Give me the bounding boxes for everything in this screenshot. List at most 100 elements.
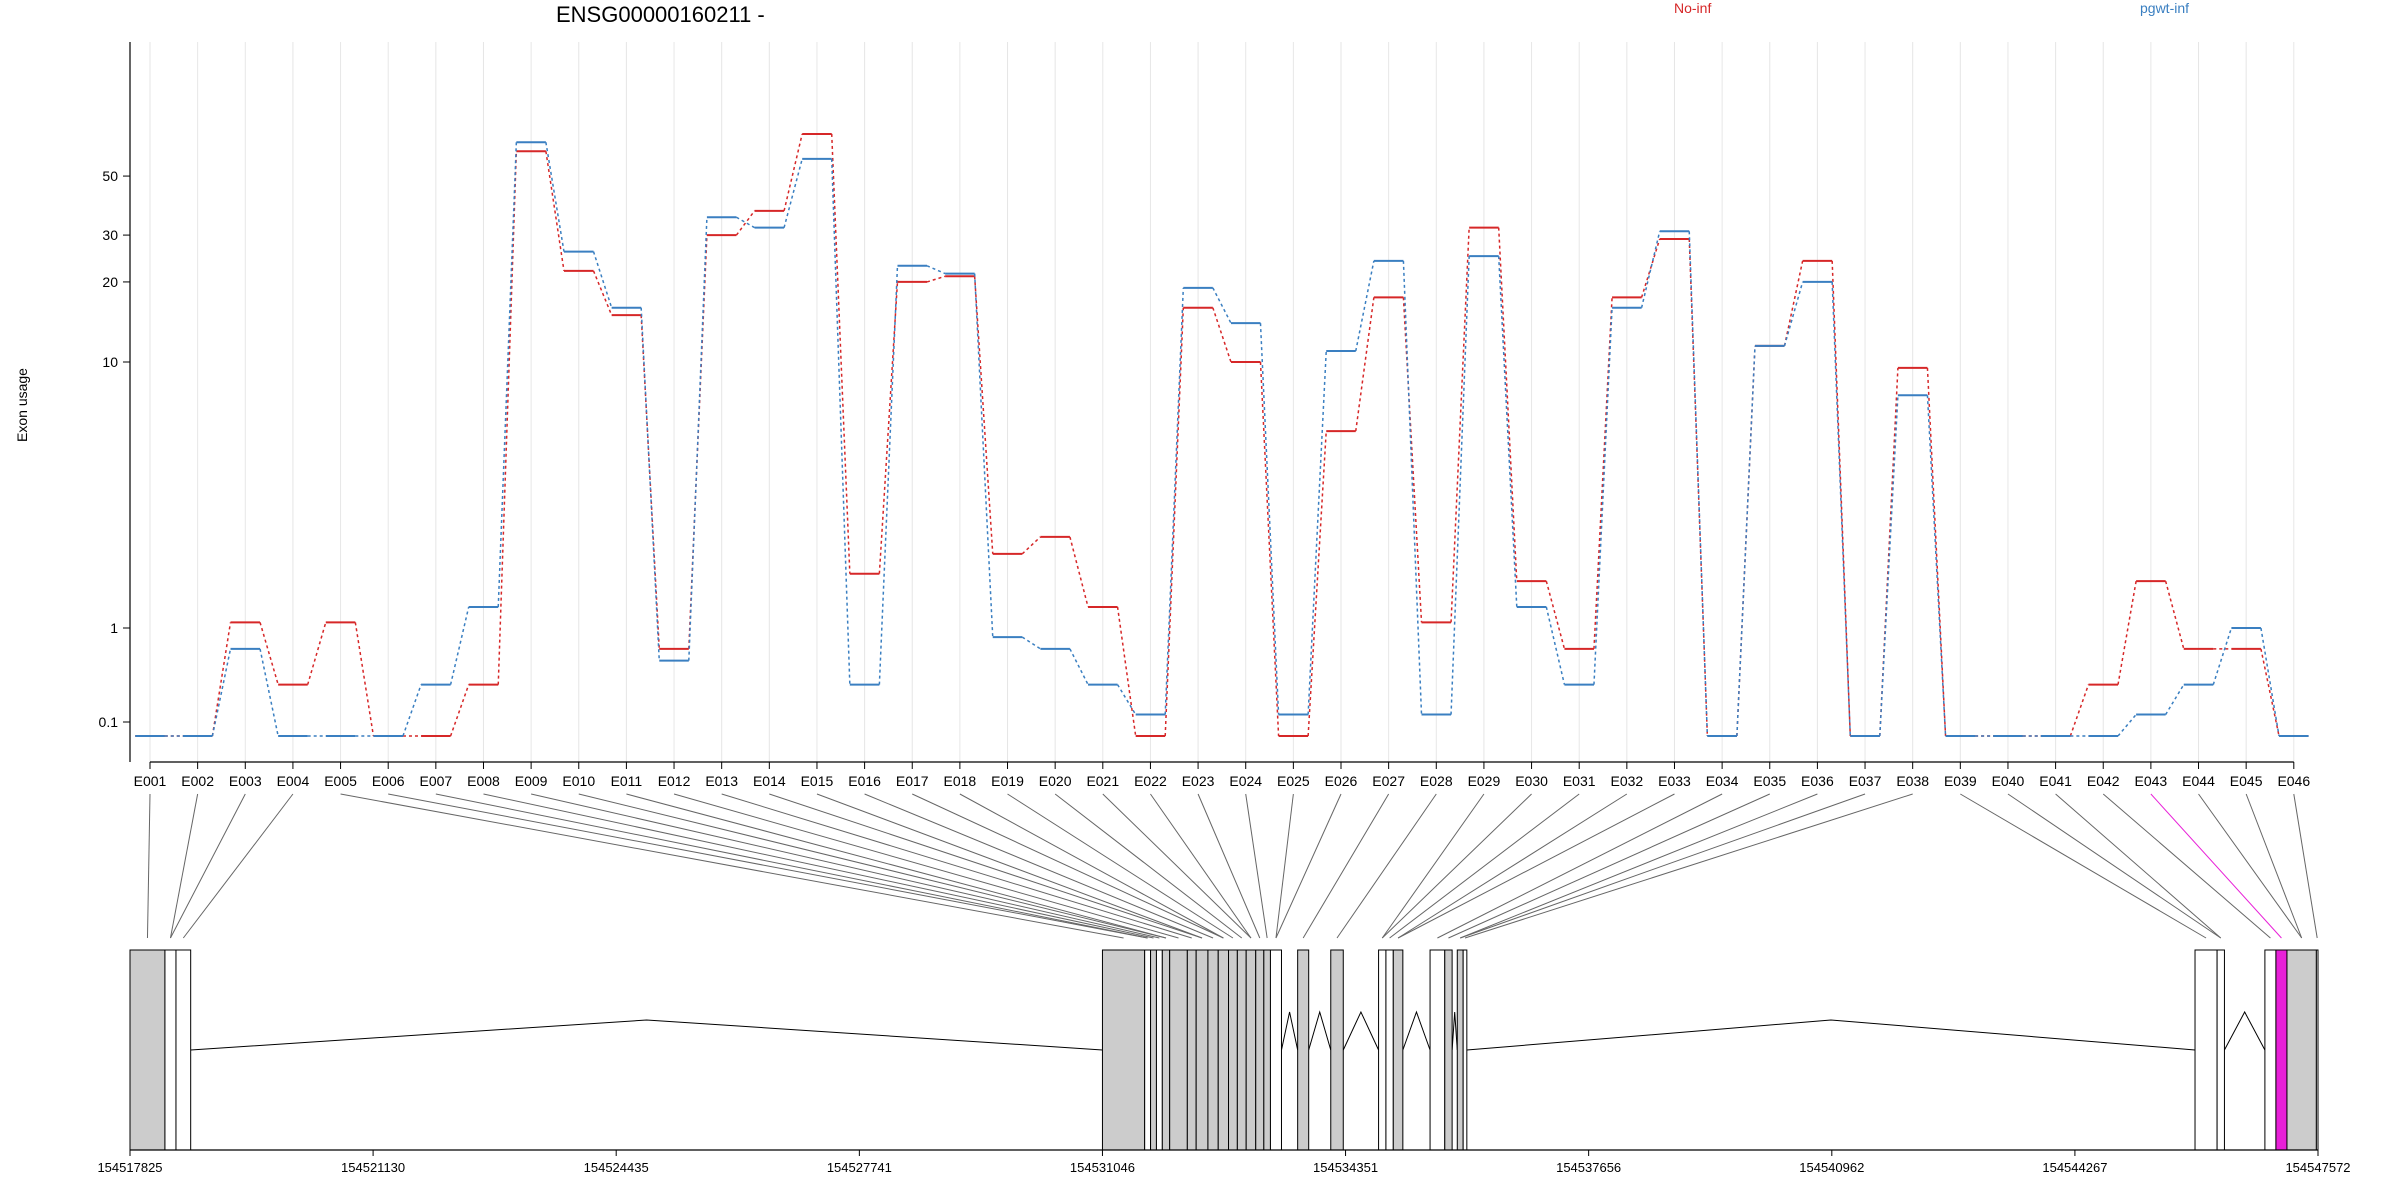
connector-no-inf: [1497, 227, 1518, 582]
connector-no-inf: [1116, 606, 1137, 737]
exon-box: [1144, 949, 1152, 1151]
connector-pgwt-inf: [402, 684, 422, 737]
connector-no-inf: [1831, 260, 1852, 737]
exon-connector: [1102, 793, 1252, 939]
connector-no-inf: [1069, 536, 1089, 608]
exon-box: [1263, 949, 1271, 1151]
connector-no-inf: [1355, 297, 1375, 432]
exon-connector: [435, 793, 1148, 939]
exon-box: [1207, 949, 1219, 1151]
exon-box: [1429, 949, 1446, 1151]
exon-connector: [146, 793, 151, 939]
genomic-tick-label: 154540962: [1799, 1160, 1864, 1175]
connector-no-inf: [259, 622, 279, 685]
exon-label-e023: E023: [1182, 773, 1215, 789]
connector-pgwt-inf: [830, 158, 851, 685]
exon-connector: [1464, 793, 1913, 939]
connector-no-inf: [2164, 580, 2185, 650]
exon-connector: [1389, 793, 1580, 939]
exon-label-e015: E015: [801, 773, 834, 789]
exon-box: [1195, 949, 1209, 1151]
exon-connector: [626, 793, 1167, 939]
exon-connector: [1960, 793, 2207, 939]
intron-line: [1342, 1010, 1380, 1051]
connector-no-inf: [1259, 361, 1280, 737]
connector-pgwt-inf: [2260, 627, 2280, 737]
exon-label-e034: E034: [1706, 773, 1739, 789]
exon-connector: [2293, 793, 2318, 939]
connector-pgwt-inf: [1450, 256, 1470, 715]
exon-label-e029: E029: [1468, 773, 1501, 789]
exon-connector: [2102, 793, 2271, 939]
exon-label-e033: E033: [1658, 773, 1691, 789]
exon-box: [129, 949, 166, 1151]
connector-pgwt-inf: [1831, 281, 1852, 737]
exon-box: [1462, 949, 1468, 1151]
exon-connector: [1275, 793, 1294, 939]
connector-pgwt-inf: [878, 265, 899, 685]
exon-connector: [2150, 793, 2282, 939]
exon-box: [1169, 949, 1188, 1151]
connector-no-inf: [306, 622, 327, 685]
exon-label-e003: E003: [229, 773, 262, 789]
connector-pgwt-inf: [1069, 648, 1089, 685]
exon-label-e025: E025: [1277, 773, 1310, 789]
exon-label-e045: E045: [2230, 773, 2263, 789]
exon-box: [1255, 949, 1265, 1151]
exon-box: [2264, 949, 2277, 1151]
connector-no-inf: [354, 622, 375, 737]
connector-no-inf: [640, 315, 661, 649]
exon-label-e039: E039: [1944, 773, 1977, 789]
exon-box: [164, 949, 177, 1151]
exon-label-e019: E019: [991, 773, 1024, 789]
connector-pgwt-inf: [2212, 627, 2233, 685]
exon-connector: [1275, 793, 1342, 939]
exon-box: [1297, 949, 1310, 1151]
exon-box: [1378, 949, 1387, 1151]
exon-box: [2275, 949, 2288, 1151]
exon-connector: [673, 793, 1179, 939]
connector-pgwt-inf: [592, 251, 613, 308]
exon-label-e031: E031: [1563, 773, 1596, 789]
exon-box: [1101, 949, 1146, 1151]
intron-line: [2223, 1010, 2266, 1051]
exon-box: [1330, 949, 1344, 1151]
connector-pgwt-inf: [1259, 323, 1280, 715]
intron-line: [1280, 1011, 1299, 1051]
connector-pgwt-inf: [1640, 231, 1661, 308]
exon-box: [1161, 949, 1171, 1151]
exon-connector: [816, 793, 1203, 939]
exon-label-e044: E044: [2182, 773, 2215, 789]
intron-line: [190, 1019, 1103, 1051]
exon-box: [1385, 949, 1394, 1151]
connector-no-inf: [1688, 238, 1709, 737]
exon-box: [1228, 949, 1238, 1151]
exon-connector: [1150, 793, 1252, 939]
exon-connector: [1336, 793, 1437, 939]
exon-label-e009: E009: [515, 773, 548, 789]
exon-box: [1245, 949, 1257, 1151]
exon-box: [1269, 949, 1282, 1151]
exon-label-e021: E021: [1086, 773, 1119, 789]
exon-box: [2216, 949, 2225, 1151]
connector-no-inf: [211, 622, 232, 737]
exon-label-e036: E036: [1801, 773, 1834, 789]
connector-pgwt-inf: [688, 217, 708, 661]
exon-label-e037: E037: [1849, 773, 1882, 789]
exon-connector: [182, 793, 294, 939]
exon-connector: [340, 793, 1124, 939]
connector-no-inf: [2069, 684, 2090, 737]
y-tick-label: 1: [110, 620, 118, 636]
exon-connector: [912, 793, 1224, 939]
connector-pgwt-inf: [1545, 606, 1566, 685]
exon-label-e011: E011: [611, 773, 643, 789]
connector-no-inf: [1021, 536, 1041, 555]
connector-no-inf: [449, 684, 470, 737]
exon-label-e046: E046: [2277, 773, 2310, 789]
legend-no-inf: No-inf: [1674, 0, 1712, 16]
genomic-tick-label: 154537656: [1556, 1160, 1621, 1175]
exon-label-e041: E041: [2039, 773, 2072, 789]
exon-label-e030: E030: [1515, 773, 1548, 789]
connector-no-inf: [592, 270, 613, 316]
connector-pgwt-inf: [1402, 260, 1423, 715]
